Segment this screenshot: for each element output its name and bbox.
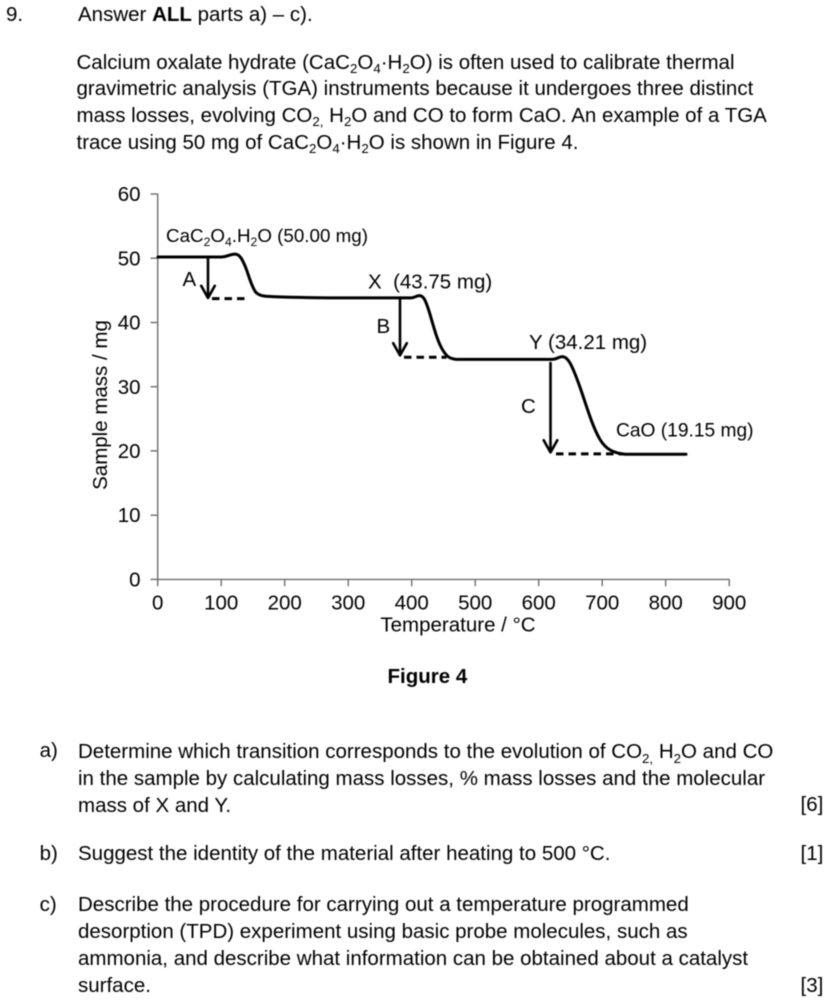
svg-text:Y (34.21 mg): Y (34.21 mg) <box>529 331 647 354</box>
svg-text:900: 900 <box>712 591 746 614</box>
svg-text:A: A <box>183 268 197 291</box>
svg-text:20: 20 <box>118 440 141 463</box>
svg-text:60: 60 <box>118 183 141 206</box>
svg-text:100: 100 <box>204 591 238 614</box>
svg-text:300: 300 <box>331 591 365 614</box>
svg-text:500: 500 <box>458 591 492 614</box>
svg-text:0: 0 <box>152 591 163 614</box>
svg-text:X (43.75 mg): X (43.75 mg) <box>368 270 492 293</box>
svg-text:B: B <box>377 315 391 338</box>
svg-text:50: 50 <box>118 247 141 270</box>
svg-text:CaO (19.15 mg): CaO (19.15 mg) <box>616 420 754 441</box>
svg-text:700: 700 <box>585 591 619 614</box>
svg-text:600: 600 <box>522 591 556 614</box>
svg-text:Temperature / °C: Temperature / °C <box>380 614 535 637</box>
svg-text:400: 400 <box>395 591 429 614</box>
svg-text:Sample mass / mg: Sample mass / mg <box>89 320 112 490</box>
svg-text:C: C <box>521 395 536 418</box>
svg-text:200: 200 <box>268 591 302 614</box>
svg-text:30: 30 <box>118 376 141 399</box>
svg-text:CaC2O4.H2O (50.00 mg): CaC2O4.H2O (50.00 mg) <box>166 225 368 249</box>
svg-text:40: 40 <box>118 312 141 335</box>
svg-text:10: 10 <box>118 504 141 527</box>
svg-text:0: 0 <box>129 568 140 591</box>
svg-text:800: 800 <box>649 591 683 614</box>
